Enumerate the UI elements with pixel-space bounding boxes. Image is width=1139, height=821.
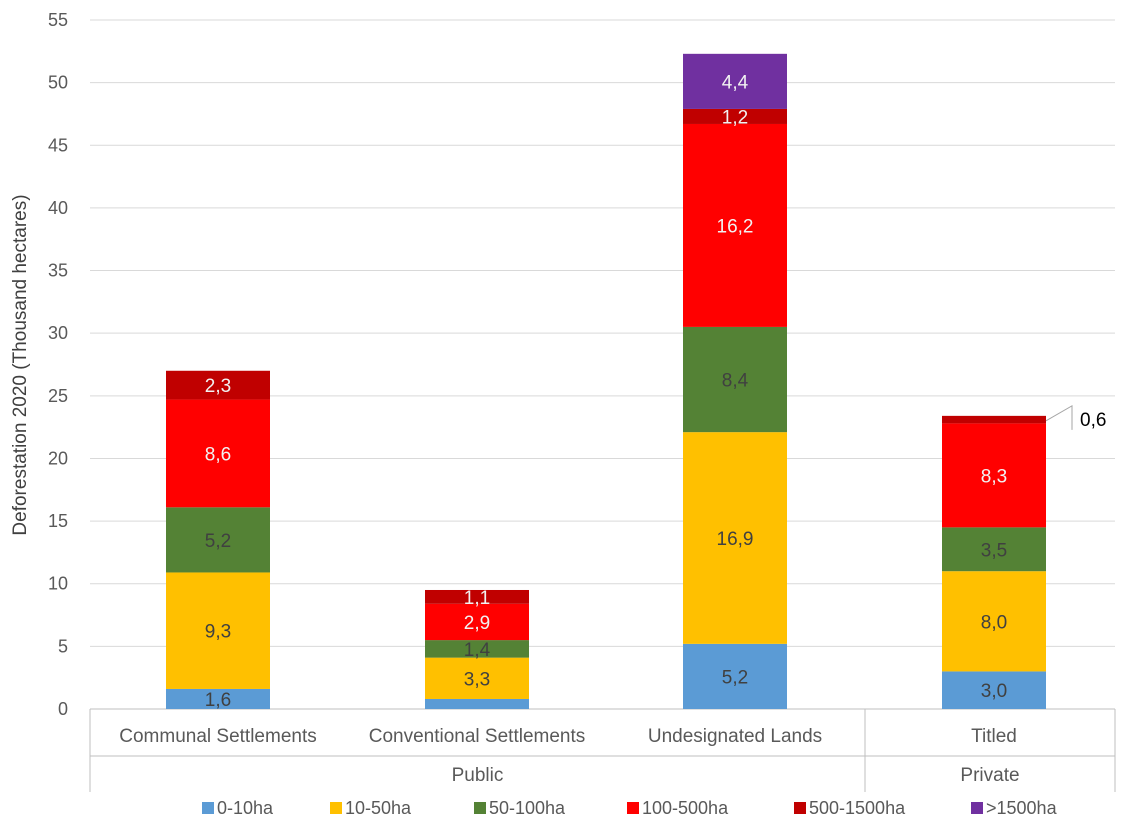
bar-segment-100-500ha: [166, 399, 270, 508]
legend-swatch: [202, 802, 214, 814]
data-label: 8,4: [722, 371, 749, 392]
legend-item-50-100ha: 50-100ha: [474, 798, 566, 818]
legend-label: 50-100ha: [489, 798, 566, 818]
bar-segment-0-10ha: [683, 643, 787, 709]
legend-swatch: [794, 802, 806, 814]
bar-segment-500-1500ha: [683, 108, 787, 124]
y-tick-label: 5: [58, 636, 68, 656]
legend-label: 500-1500ha: [809, 798, 906, 818]
data-label-leader: [1045, 404, 1073, 430]
y-tick-label: 20: [48, 448, 68, 468]
legend-swatch: [627, 802, 639, 814]
legend-label: >1500ha: [986, 798, 1058, 818]
legend-item-1500ha: >1500ha: [971, 798, 1058, 818]
data-label: 8,6: [205, 444, 231, 465]
data-label: 2,3: [205, 376, 231, 397]
data-label: 9,3: [205, 622, 231, 643]
bar-stack-communal-settlements: 1,6 9,3 5,2 8,6 2,3: [166, 370, 270, 711]
bar-stack-conventional-settlements: 3,3 1,4 2,9 1,1: [425, 588, 529, 709]
bar-stack-undesignated-lands: 5,2 16,9 8,4 16,2 1,2 4,4: [683, 53, 787, 709]
category-label: Communal Settlements: [119, 726, 316, 747]
bar-segment-500-1500ha: [166, 370, 270, 400]
data-label: 1,4: [464, 640, 491, 661]
legend-label: 100-500ha: [642, 798, 729, 818]
legend: 0-10ha 10-50ha 50-100ha 100-500ha 500-1500ha…: [202, 798, 1058, 818]
group-label: Private: [960, 765, 1019, 786]
bar-segment-50-100ha: [683, 326, 787, 433]
data-label: 1,6: [205, 690, 231, 711]
data-label: 16,2: [717, 216, 754, 237]
data-label: 1,1: [464, 588, 490, 609]
bar-stack-titled: 3,0 8,0 3,5 8,3 0,6: [942, 404, 1106, 709]
legend-label: 10-50ha: [345, 798, 412, 818]
y-tick-label: 30: [48, 323, 68, 343]
bar-segment-1500ha: [683, 53, 787, 109]
data-label: 3,5: [981, 540, 1007, 561]
y-tick-label: 55: [48, 10, 68, 30]
legend-swatch: [971, 802, 983, 814]
y-tick-label: 0: [58, 699, 68, 719]
bar-segment-10-50ha: [942, 571, 1046, 672]
y-tick-label: 40: [48, 198, 68, 218]
bar-segment-10-50ha: [683, 432, 787, 644]
y-tick-label: 25: [48, 386, 68, 406]
bar-segment-10-50ha: [166, 572, 270, 689]
bar-segment-50-100ha: [425, 640, 529, 658]
bar-segment-100-500ha: [683, 123, 787, 327]
y-axis-tick-labels: 0 5 10 15 20 25 30 35 40 45 50 55: [48, 10, 68, 719]
bar-segment-50-100ha: [942, 527, 1046, 572]
bar-segment-10-50ha: [425, 657, 529, 699]
bar-segment-0-10ha: [425, 698, 529, 709]
bar-stacks: 1,6 9,3 5,2 8,6 2,3 3,3 1,4 2,9 1,1 5,2 16,9 8,4 16,…: [166, 53, 1106, 711]
bar-segment-0-10ha: [942, 671, 1046, 709]
bar-segment-500-1500ha: [425, 589, 529, 604]
legend-item-0-10ha: 0-10ha: [202, 798, 274, 818]
legend-item-10-50ha: 10-50ha: [330, 798, 412, 818]
y-tick-label: 35: [48, 261, 68, 281]
bar-segment-100-500ha: [942, 423, 1046, 528]
y-tick-label: 45: [48, 135, 68, 155]
bar-segment-100-500ha: [425, 603, 529, 641]
data-label: 5,2: [722, 667, 748, 688]
legend-swatch: [330, 802, 342, 814]
legend-label: 0-10ha: [217, 798, 274, 818]
data-label: 5,2: [205, 531, 231, 552]
data-label: 0,6: [1080, 410, 1106, 431]
y-tick-label: 50: [48, 73, 68, 93]
legend-item-100-500ha: 100-500ha: [627, 798, 729, 818]
category-label: Undesignated Lands: [648, 726, 822, 747]
data-label: 3,0: [981, 681, 1007, 702]
category-axis: Communal Settlements Conventional Settlem…: [89, 709, 1116, 792]
data-label: 2,9: [464, 613, 490, 634]
data-label: 16,9: [717, 529, 754, 550]
data-label: 4,4: [722, 72, 749, 93]
legend-item-500-1500ha: 500-1500ha: [794, 798, 906, 818]
y-axis-label: Deforestation 2020 (Thousand hectares): [10, 194, 31, 535]
group-label: Public: [452, 765, 504, 786]
category-label: Titled: [971, 726, 1017, 747]
legend-swatch: [474, 802, 486, 814]
data-label: 3,3: [464, 669, 490, 690]
bar-segment-0-10ha: [166, 688, 270, 709]
data-label: 1,2: [722, 107, 748, 128]
bar-segment-500-1500ha: [942, 415, 1046, 424]
y-tick-label: 10: [48, 574, 68, 594]
category-label: Conventional Settlements: [369, 726, 586, 747]
bar-segment-50-100ha: [166, 507, 270, 573]
y-tick-label: 15: [48, 511, 68, 531]
data-label: 8,0: [981, 612, 1007, 633]
data-label: 8,3: [981, 466, 1007, 487]
